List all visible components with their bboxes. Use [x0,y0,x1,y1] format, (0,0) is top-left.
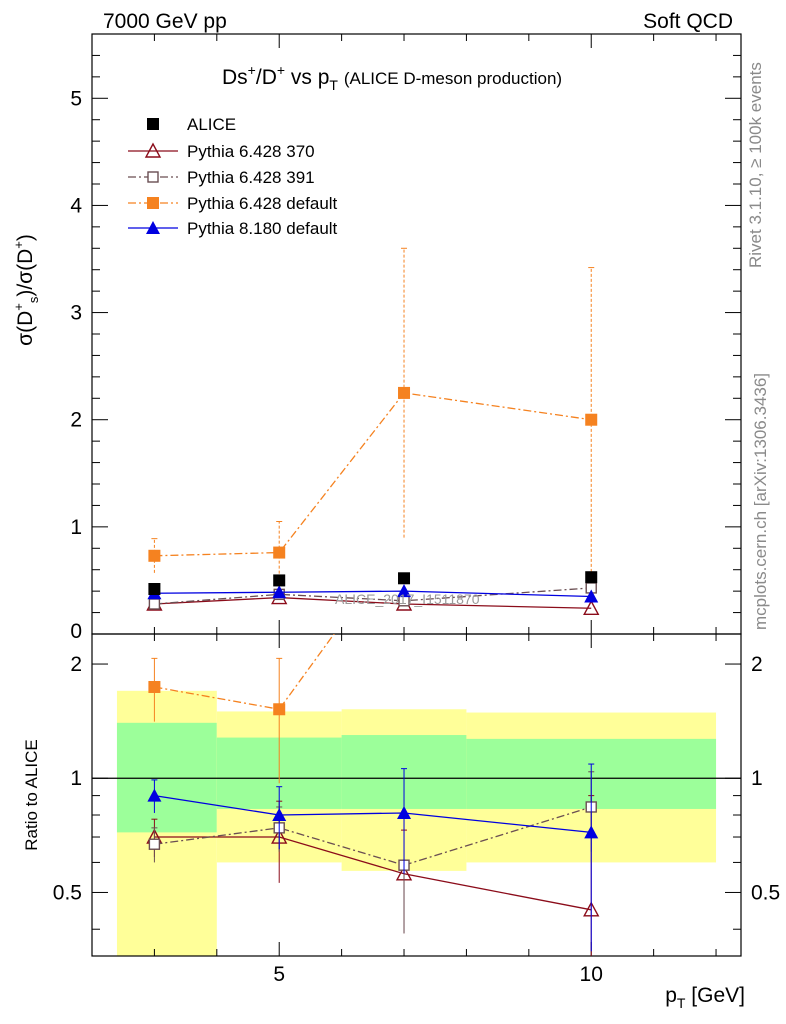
plot-title: Ds+/D+ vs pT (ALICE D-meson production) [222,62,562,93]
x-tick-label: 5 [273,963,285,986]
y-axis-label-main: σ(D+s)/σ(D+) [11,234,41,346]
ratio-line [154,794,592,834]
ratio-point [397,805,412,819]
series-point [397,584,412,598]
legend-marker [147,197,159,209]
ratio-point [148,838,161,850]
legend-label: Pythia 8.180 default [187,219,338,238]
mcplots-label: mcplots.cern.ch [arXiv:1306.3436] [751,372,770,630]
legend-label: ALICE [187,115,236,134]
ratio-y-tick-label: 0.5 [53,881,82,904]
data-point [148,583,161,595]
ratio-point [584,825,599,839]
y-tick-label: 0 [70,620,82,643]
ratio-line [154,634,335,710]
series-point [583,599,600,615]
ratio-point [273,703,286,716]
series-line [154,392,592,557]
title-vs: vs p [285,66,329,89]
y-tick-label: 3 [70,302,82,325]
main-panel-series [146,247,600,615]
legend-label: Pythia 6.428 391 [187,168,315,187]
legend: ALICE Pythia 6.428 370 Pythia 6.428 391 Pyt… [128,115,338,238]
series-point [148,598,161,610]
ratio-point [147,788,162,802]
x-axis-label: pT [GeV] [665,984,745,1011]
ratio-y-tick-label: 1 [751,767,763,790]
series-point [585,413,598,426]
legend-label: Pythia 6.428 default [187,194,338,213]
ratio-point [148,680,161,693]
series-point [584,589,599,603]
y-axis-label-ratio: Ratio to ALICE [22,739,41,851]
data-point [273,574,286,587]
series-point [148,549,161,562]
y-tick-label: 1 [70,516,82,539]
legend-marker [144,142,162,158]
header-left: 7000 GeV pp [103,10,227,33]
ratio-line [154,806,592,866]
data-point [398,572,411,585]
data-point [585,571,598,584]
title-vs-sub: T [329,77,338,93]
series-point [273,546,286,559]
band-green [116,722,217,833]
ratio-point [398,532,410,544]
axis-ticks: 5 10 0 1 2 3 4 5 0.5 0.5 1 1 2 2 [53,34,780,986]
data-series [146,247,600,956]
ratio-y-tick-label: 0.5 [751,881,780,904]
y-tick-label: 2 [70,409,82,432]
ratio-panel-series [146,532,600,956]
series-point [272,585,287,599]
ratio-point [272,808,287,822]
ratio-y-tick-label: 2 [751,653,763,676]
y-tick-label: 4 [70,194,82,217]
ratio-panel-frame [91,633,742,957]
legend-label: Pythia 6.428 370 [187,142,315,161]
series-point [398,386,411,399]
uncertainty-bands [92,690,741,956]
ratio-line [154,836,592,911]
ratio-y-tick-label: 1 [70,767,82,790]
rivet-version-label: Rivet 3.1.10, ≥ 100k events [746,62,765,268]
header-right: Soft QCD [643,10,733,33]
legend-marker [147,118,159,130]
analysis-watermark: ALICE_2017_I1511870 [335,591,480,607]
y-tick-label: 5 [70,87,82,110]
title-slash: /D [256,66,277,89]
series-line [154,590,592,598]
title-main: Ds [222,66,248,89]
legend-marker [146,221,160,234]
legend-marker [147,171,159,183]
title-main-sup: + [248,62,256,78]
x-tick-label: 10 [580,963,603,986]
series-line [154,596,592,609]
title-slash-sup: + [277,62,285,78]
title-desc: (ALICE D-meson production) [344,69,562,88]
ratio-y-tick-label: 2 [70,653,82,676]
